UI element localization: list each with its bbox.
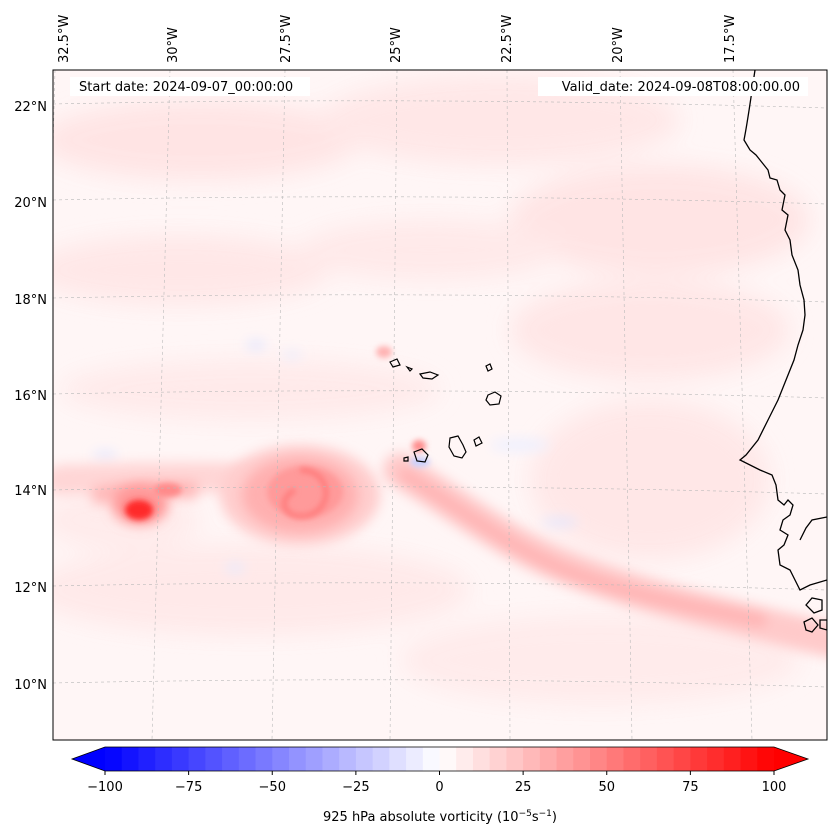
vortex-main <box>220 445 380 545</box>
colorbar-swatch <box>372 747 390 771</box>
colorbar-min-extend <box>72 747 105 771</box>
lon-label: 32.5°W <box>57 15 72 63</box>
colorbar-swatch <box>138 747 156 771</box>
africa-coastline <box>738 70 827 633</box>
valid-date-box <box>538 77 808 96</box>
colorbar-tick-label: −100 <box>87 780 123 795</box>
vortex-secondary <box>112 483 182 525</box>
lon-label: 17.5°W <box>723 15 738 63</box>
colorbar-swatch <box>472 747 491 771</box>
colorbar-tick-label: −25 <box>342 780 369 795</box>
colorbar-swatch <box>355 747 374 771</box>
colorbar-swatch <box>590 747 608 771</box>
colorbar-swatch <box>105 747 123 771</box>
colorbar-tick-label: 25 <box>515 780 532 795</box>
colorbar-swatch <box>506 747 524 771</box>
colorbar-swatch <box>606 747 624 771</box>
lon-label: 30°W <box>166 27 181 63</box>
colorbar-swatch <box>171 747 190 771</box>
colorbar-swatch <box>155 747 173 771</box>
valid-date-text: Valid_date: 2024-09-08T08:00:00.00 <box>562 80 800 95</box>
latitude-labels: 22°N 20°N 18°N 16°N 14°N 12°N 10°N <box>14 100 47 693</box>
lat-label: 10°N <box>14 678 47 693</box>
colorbar-swatch <box>690 747 708 771</box>
colorbar-swatch <box>255 747 273 771</box>
negative-vorticity-patches <box>93 341 578 572</box>
colorbar-swatch <box>322 747 340 771</box>
colorbar-swatch <box>272 747 290 771</box>
graticule <box>53 70 827 740</box>
colorbar-max-extend <box>774 747 808 771</box>
colorbar-ticks: −100 −75 −50 −25 0 25 50 75 100 <box>87 771 786 795</box>
colorbar-tick-label: 50 <box>598 780 615 795</box>
colorbar-swatch <box>673 747 691 771</box>
colorbar-swatch <box>456 747 474 771</box>
lon-label: 22.5°W <box>500 15 515 63</box>
colorbar-swatch <box>740 747 758 771</box>
lon-label: 25°W <box>389 27 404 63</box>
colorbar-swatch <box>222 747 240 771</box>
colorbar-label: 925 hPa absolute vorticity (10−5s−1) <box>323 809 557 825</box>
colorbar-swatch <box>188 747 206 771</box>
lon-label: 27.5°W <box>279 15 294 63</box>
colorbar: −100 −75 −50 −25 0 25 50 75 100 925 hPa absolute… <box>70 746 810 825</box>
background-vorticity <box>53 75 810 705</box>
colorbar-swatch <box>288 747 307 771</box>
colorbar-tick-label: −50 <box>259 780 286 795</box>
vorticity-field <box>53 70 827 740</box>
colorbar-swatch <box>523 747 541 771</box>
cabo-verde-islands <box>389 358 502 463</box>
colorbar-swatch <box>556 747 574 771</box>
start-date-text: Start date: 2024-09-07_00:00:00 <box>79 80 293 95</box>
colorbar-swatch <box>757 747 775 771</box>
colorbar-swatch <box>205 747 223 771</box>
lat-label: 14°N <box>14 484 47 499</box>
colorbar-swatch <box>389 747 407 771</box>
map-panel: Start date: 2024-09-07_00:00:00 Valid_da… <box>52 69 828 741</box>
colorbar-tick-label: 100 <box>762 780 787 795</box>
colorbar-swatch <box>640 747 658 771</box>
longitude-labels: 32.5°W 30°W 27.5°W 25°W 22.5°W 20°W 17.5… <box>57 15 738 63</box>
colorbar-swatch <box>439 747 457 771</box>
lat-label: 22°N <box>14 100 47 115</box>
colorbar-tick-label: 0 <box>435 780 443 795</box>
colorbar-swatch <box>339 747 357 771</box>
lat-label: 12°N <box>14 581 47 596</box>
colorbar-swatches <box>105 747 775 771</box>
lat-label: 16°N <box>14 389 47 404</box>
colorbar-swatch <box>539 747 558 771</box>
colorbar-swatch <box>656 747 675 771</box>
lat-label: 18°N <box>14 293 47 308</box>
colorbar-swatch <box>489 747 507 771</box>
colorbar-tick-label: 75 <box>682 780 699 795</box>
colorbar-swatch <box>707 747 725 771</box>
colorbar-swatch <box>238 747 257 771</box>
colorbar-swatch <box>406 747 424 771</box>
colorbar-swatch <box>422 747 440 771</box>
lon-label: 20°W <box>611 27 626 63</box>
lat-label: 20°N <box>14 196 47 211</box>
colorbar-tick-label: −75 <box>175 780 202 795</box>
colorbar-swatch <box>723 747 742 771</box>
start-date-box <box>70 77 310 96</box>
colorbar-swatch <box>623 747 641 771</box>
colorbar-swatch <box>573 747 591 771</box>
colorbar-swatch <box>305 747 323 771</box>
colorbar-swatch <box>121 747 139 771</box>
